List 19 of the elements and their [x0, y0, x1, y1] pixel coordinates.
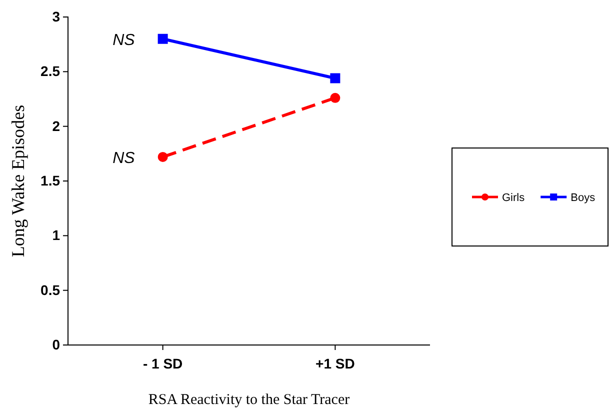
- y-tick-label: 1.5: [40, 172, 60, 188]
- legend-label: Boys: [570, 192, 596, 204]
- x-axis-title: RSA Reactivity to the Star Tracer: [148, 392, 350, 408]
- y-tick-label: 2.5: [40, 63, 60, 80]
- x-tick-label: +1 SD: [316, 355, 355, 372]
- legend-label: Girls: [502, 192, 526, 204]
- annotation: NS: [112, 150, 136, 167]
- point: [330, 92, 340, 103]
- annotation: NS: [112, 32, 136, 49]
- y-tick-label: 2: [52, 118, 60, 134]
- y-tick-label: 0.5: [40, 282, 60, 298]
- y-tick-label: 3: [52, 8, 60, 24]
- point: [158, 152, 168, 162]
- point: [158, 34, 168, 44]
- y-tick-label: 1: [52, 227, 60, 244]
- point: [330, 73, 340, 84]
- y-axis-title: Long Wake Episodes: [8, 104, 28, 258]
- x-tick-label: - 1 SD: [142, 355, 183, 372]
- y-tick-label: 0: [52, 336, 60, 352]
